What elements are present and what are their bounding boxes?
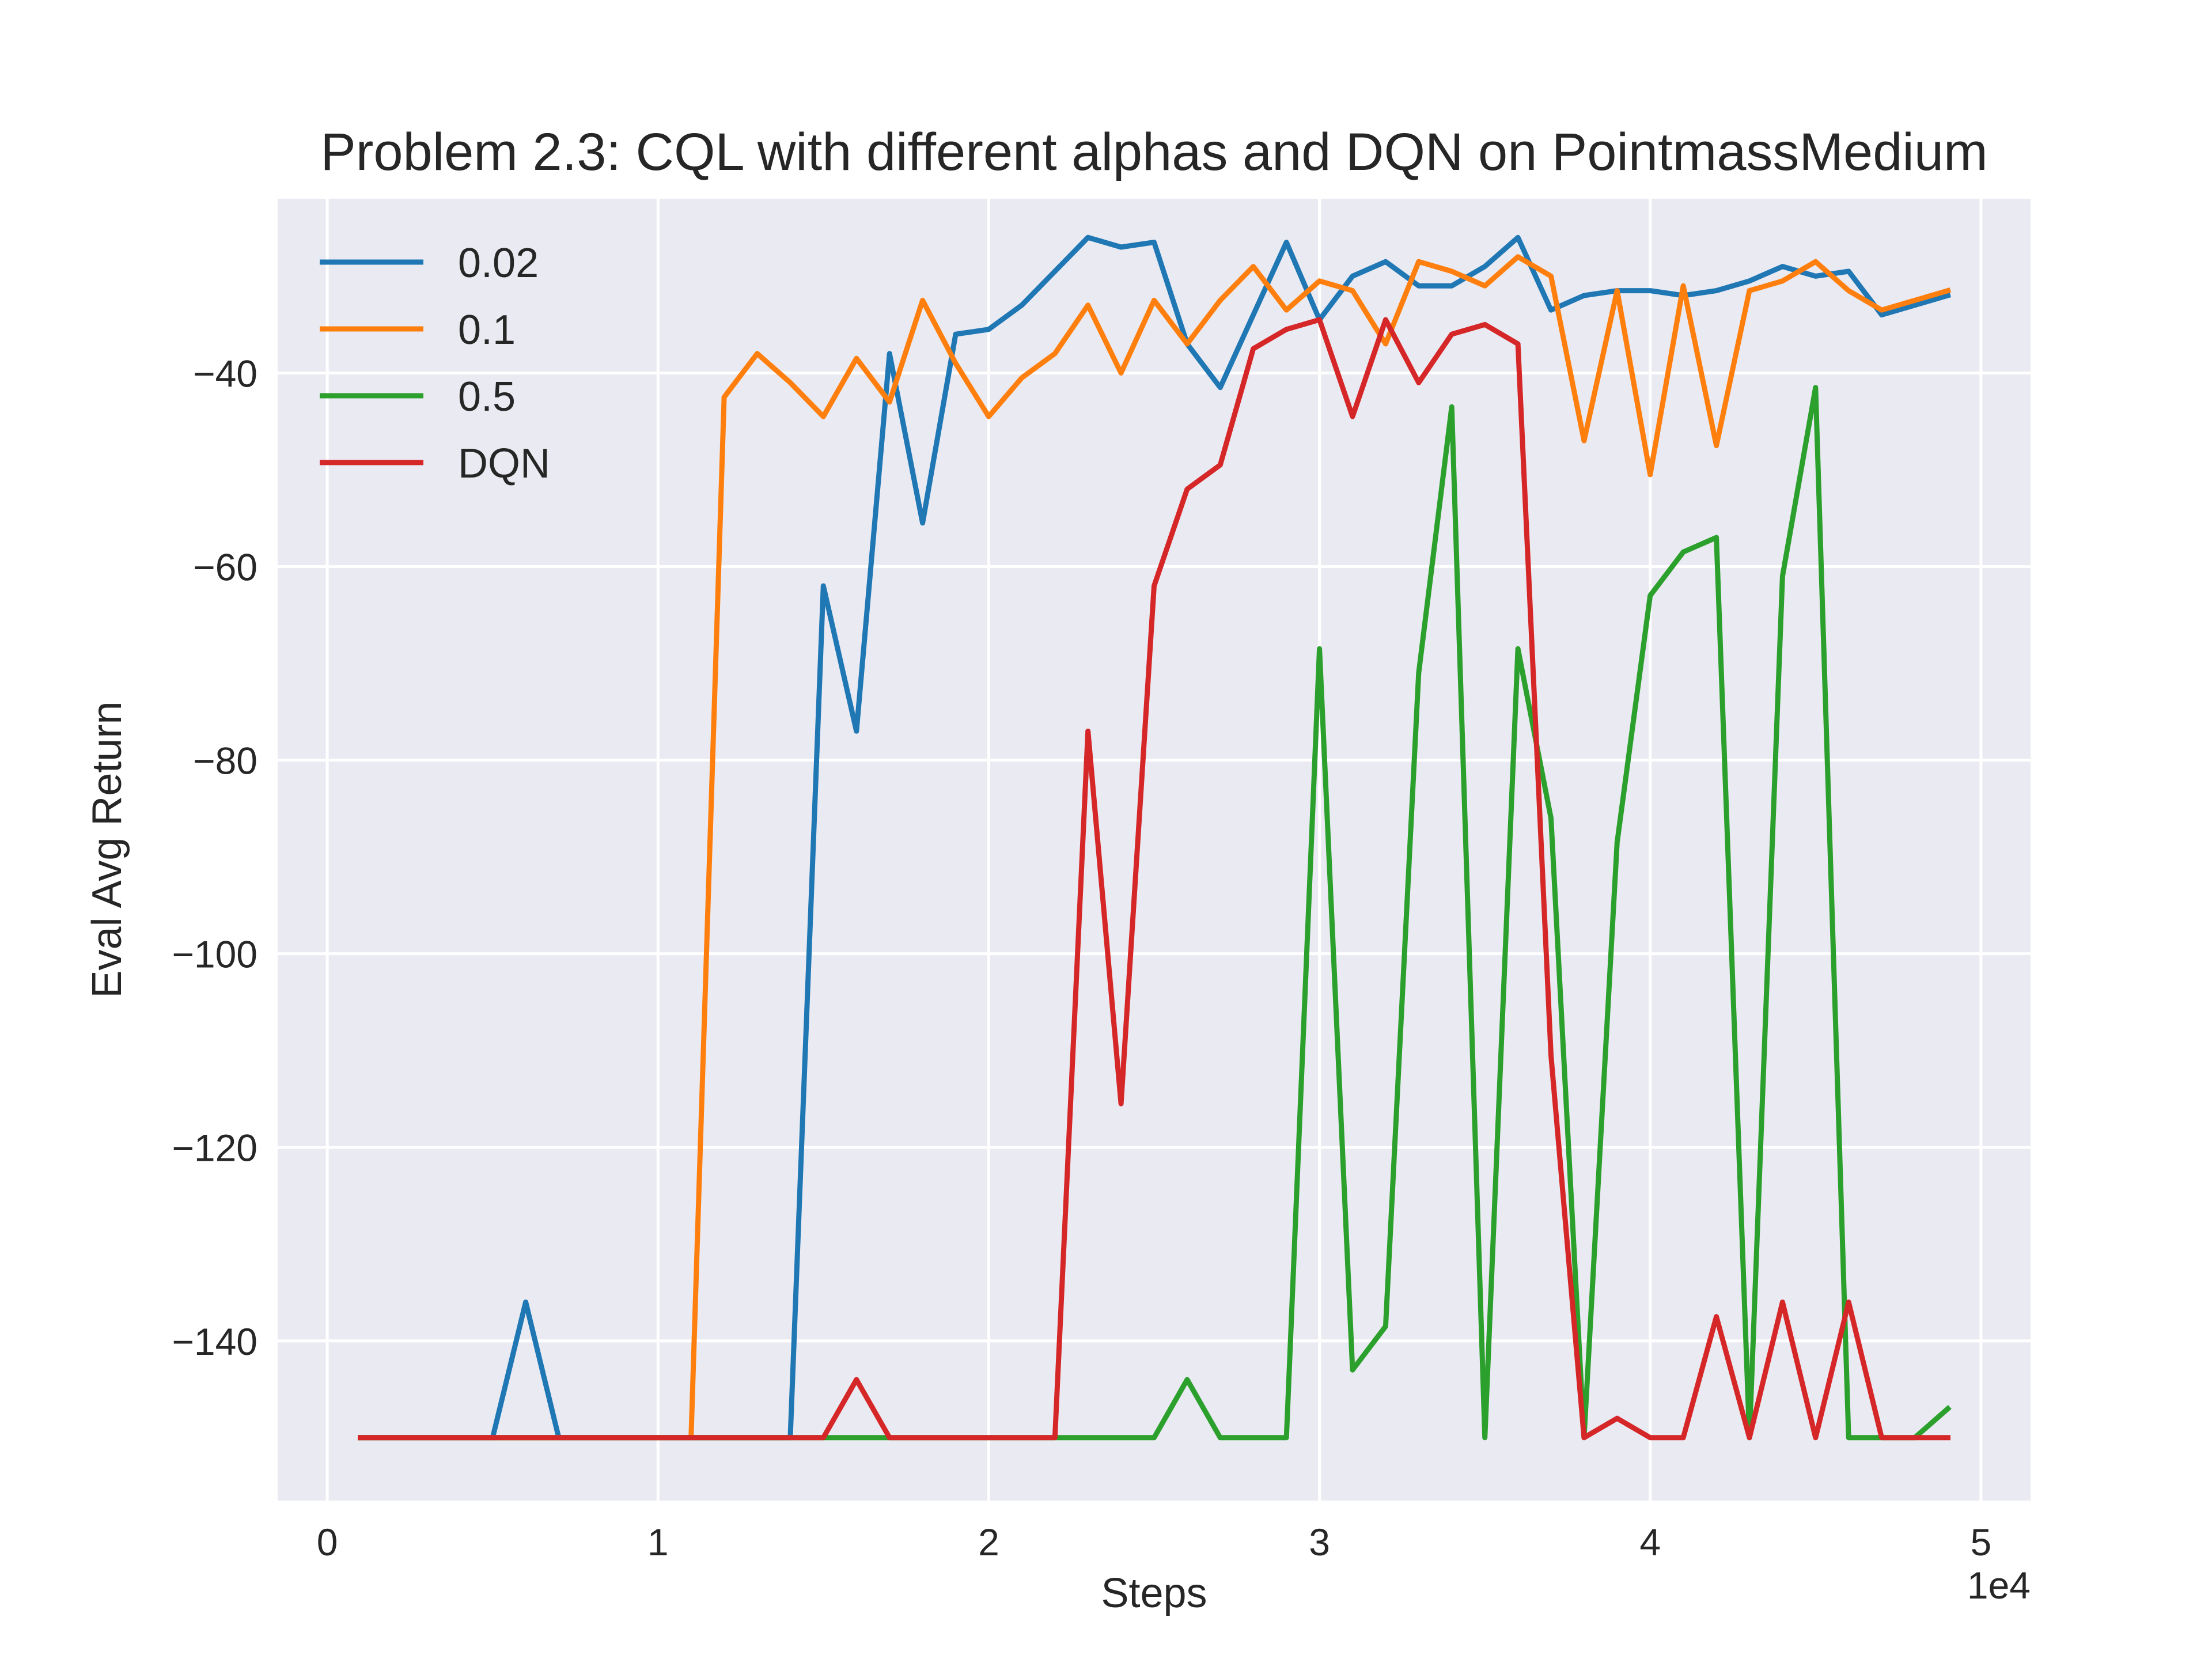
y-tick-label: −40: [193, 352, 257, 395]
y-tick-label: −80: [193, 740, 257, 782]
x-tick-label: 5: [1971, 1521, 1992, 1563]
y-tick-label: −100: [172, 933, 257, 976]
tick-labels: 0 1 2 3 4 5 −140 −120 −100 −80 −60 −40: [172, 352, 1991, 1563]
y-axis-label: Eval Avg Return: [84, 702, 130, 998]
y-tick-label: −120: [172, 1127, 257, 1169]
x-axis-offset-label: 1e4: [1967, 1564, 2031, 1607]
series-lines: [358, 234, 1952, 1441]
series-line-dqn: [358, 317, 1950, 1441]
x-tick-label: 0: [317, 1521, 338, 1563]
legend-label: 0.02: [458, 240, 539, 286]
x-tick-label: 4: [1639, 1521, 1661, 1563]
x-axis-label: Steps: [1101, 1570, 1207, 1616]
legend-label: 0.1: [458, 307, 516, 353]
x-tick-label: 1: [647, 1521, 669, 1563]
legend-label: DQN: [458, 441, 550, 487]
chart-title: Problem 2.3: CQL with different alphas a…: [320, 123, 1987, 181]
y-tick-label: −60: [193, 546, 257, 589]
x-tick-label: 3: [1309, 1521, 1330, 1563]
legend: 0.02 0.1 0.5 DQN: [320, 240, 550, 487]
plot-area: [278, 199, 2031, 1501]
legend-label: 0.5: [458, 374, 516, 420]
x-tick-label: 2: [978, 1521, 999, 1563]
y-tick-label: −140: [172, 1320, 257, 1363]
